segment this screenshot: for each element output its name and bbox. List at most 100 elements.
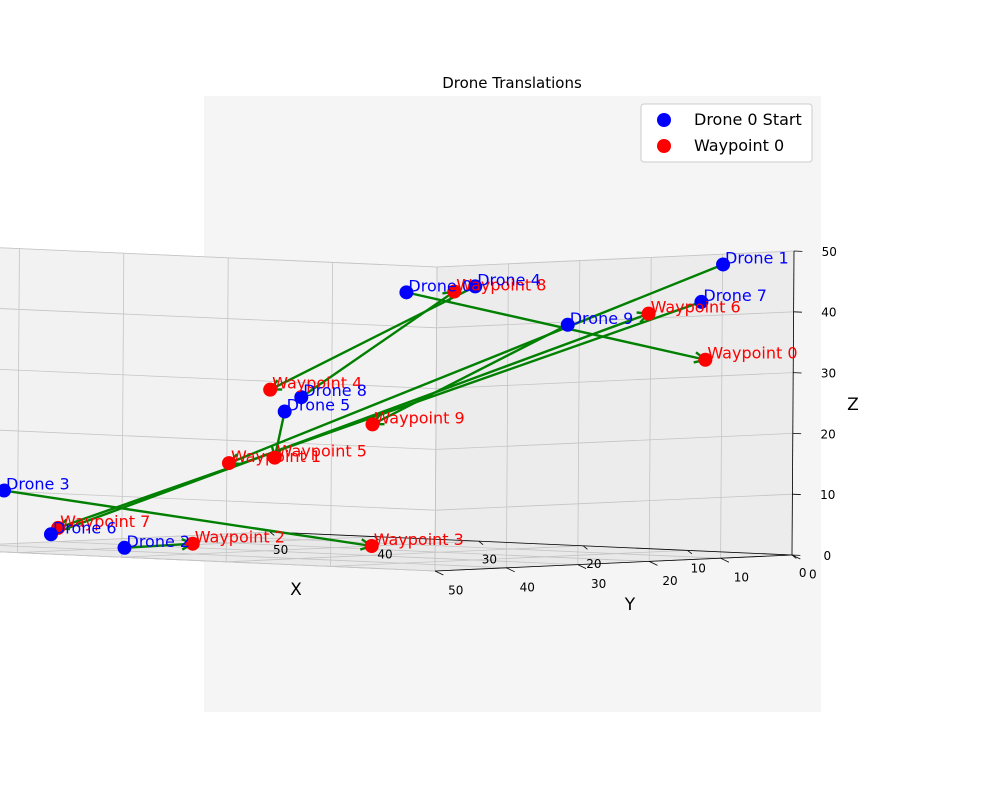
drone-start-point	[117, 540, 132, 555]
y-tick	[577, 564, 587, 569]
grid-line-z	[436, 311, 794, 329]
waypoint-point	[365, 417, 380, 432]
waypoint-point	[221, 456, 236, 471]
y-axis-label: Y	[624, 595, 636, 615]
drone-start-point	[716, 257, 731, 272]
grid-line-z	[0, 308, 437, 329]
grid-line-y	[0, 551, 436, 572]
grid-line-z	[435, 493, 793, 511]
point-group	[0, 257, 731, 555]
waypoint-point	[698, 352, 713, 367]
x-tick	[478, 540, 484, 545]
x-tick	[582, 545, 588, 550]
drone-start-label: Drone 9	[570, 309, 634, 328]
grid-line-x	[225, 257, 229, 562]
x-tick	[687, 550, 693, 555]
legend-marker	[657, 113, 671, 127]
grid-line-y	[127, 538, 650, 562]
flight-path-line	[406, 291, 706, 361]
flight-path-line	[371, 323, 569, 426]
drone-start-point	[468, 279, 483, 294]
z-tick-label: 50	[822, 245, 837, 259]
waypoint-label: Waypoint 6	[651, 298, 741, 317]
grid-line-z	[0, 429, 436, 450]
z-tick-label: 0	[823, 549, 831, 563]
grid-line-y	[577, 260, 581, 565]
drone-start-label: Drone 6	[53, 518, 117, 537]
drone-start-point	[43, 527, 58, 542]
chart-title: Drone Translations	[442, 74, 582, 92]
legend-entry-label: Waypoint 0	[694, 136, 784, 155]
y-tick	[720, 557, 730, 563]
x-tick	[269, 531, 275, 536]
y-tick	[649, 561, 658, 566]
legend-entry-label: Drone 0 Start	[694, 110, 802, 129]
x-tick-label: 50	[273, 543, 288, 557]
drone-start-point	[694, 294, 709, 309]
flight-path-line	[269, 285, 476, 391]
y-tick-label: 20	[662, 574, 677, 588]
legend-marker	[657, 139, 671, 153]
drone-start-label: Drone 5	[287, 396, 351, 415]
grid-line-z	[435, 433, 793, 450]
drone-start-point	[0, 483, 12, 498]
label-group: Waypoint 0 Waypoint 1 Waypoint 2 Waypoint 3…	[6, 248, 797, 550]
waypoint-point	[185, 536, 200, 551]
grid-line-x	[121, 540, 479, 558]
x-tick	[374, 536, 379, 541]
drone-start-label: Drone 2	[127, 532, 191, 551]
waypoint-label: Waypoint 5	[277, 442, 367, 461]
grid-line-z	[0, 247, 438, 268]
waypoint-point	[263, 382, 278, 397]
waypoint-point	[364, 539, 379, 553]
drone-start-label: Drone 8	[303, 381, 367, 400]
drone-start-label: Drone 0	[408, 276, 472, 295]
y-axis-line	[434, 554, 793, 572]
x-tick-label: 10	[691, 562, 706, 576]
drone-start-label: Drone 1	[725, 248, 789, 267]
grid-line-z	[436, 250, 795, 268]
legend-frame	[640, 103, 813, 163]
z-tick-label: 30	[821, 366, 836, 380]
z-axis-label: Z	[847, 395, 859, 415]
grid-line-z	[436, 372, 794, 389]
drone-start-label: Drone 4	[477, 270, 541, 289]
legend-items: Drone 0 Start Waypoint 0	[657, 110, 802, 155]
z-axis-line	[791, 250, 795, 556]
waypoint-label: Waypoint 4	[272, 374, 362, 393]
y-tick-label: 40	[520, 580, 535, 594]
drone-start-point	[277, 404, 292, 419]
flight-path-line	[300, 290, 455, 399]
z-tick-label: 20	[820, 427, 835, 441]
grid-line-x	[0, 531, 271, 545]
drone-start-point	[399, 285, 414, 300]
y-tick	[506, 567, 515, 573]
waypoint-label: Waypoint 2	[195, 528, 285, 547]
tick-group: 0 10 20 30 40 50 0 10 20 30 40 50 0 10 20 30 40 50	[269, 245, 837, 598]
grid-line-x	[330, 550, 688, 567]
grid-line-y	[0, 545, 507, 569]
x-axis-label: X	[290, 580, 302, 600]
waypoint-label: Waypoint 8	[456, 276, 546, 295]
waypoint-point	[641, 306, 656, 321]
drone-start-point	[560, 317, 575, 332]
waypoint-label: Waypoint 3	[374, 530, 464, 549]
flight-path-line	[228, 263, 724, 465]
x-tick-label: 20	[586, 557, 601, 571]
grid-line-z	[0, 368, 437, 389]
drone-start-label: Drone 3	[6, 475, 70, 494]
grid-line-y	[55, 541, 578, 565]
flight-path-line	[124, 542, 193, 549]
z-tick-label: 10	[820, 488, 835, 502]
grid-line-x	[17, 248, 20, 553]
waypoint-label: Waypoint 7	[60, 512, 150, 531]
legend: Drone 0 Start Waypoint 0	[640, 103, 813, 163]
y-tick-label: 50	[448, 584, 463, 598]
grid-line-y	[720, 254, 723, 559]
y-tick-label: 30	[591, 577, 606, 591]
drone-start-point	[294, 390, 309, 405]
waypoint-label: Waypoint 1	[231, 447, 321, 466]
grid-line-x	[330, 262, 333, 567]
waypoint-label: Waypoint 0	[707, 344, 797, 363]
waypoint-point	[267, 450, 282, 465]
